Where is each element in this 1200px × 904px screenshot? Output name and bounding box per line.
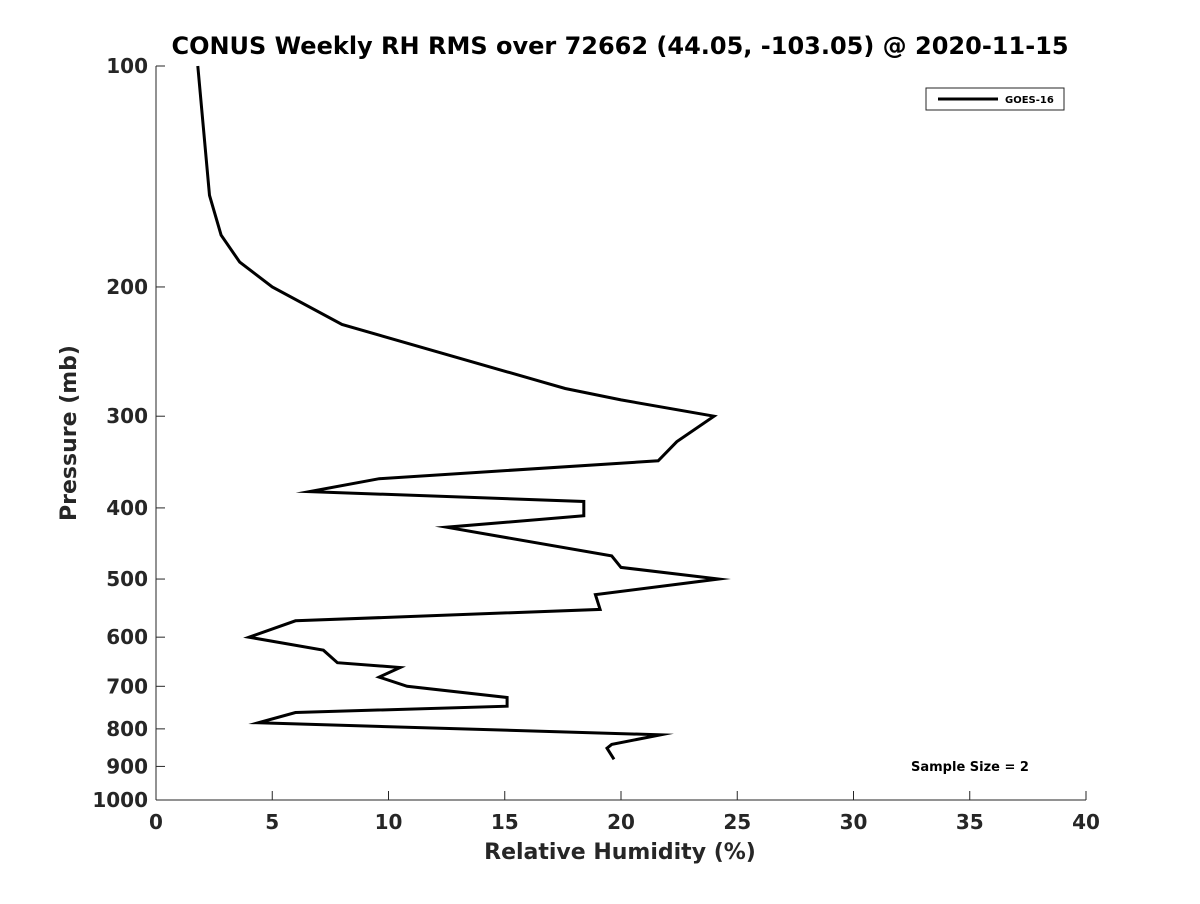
y-tick-label: 600	[106, 625, 148, 649]
x-tick-label: 40	[1072, 810, 1100, 834]
legend: GOES-16	[925, 87, 1065, 111]
x-tick-label: 15	[491, 810, 519, 834]
x-tick-label: 0	[149, 810, 163, 834]
sample-size-annotation: Sample Size = 2	[911, 760, 1029, 775]
y-tick-label: 500	[106, 567, 148, 591]
y-tick-label: 200	[106, 275, 148, 299]
x-axis-label: Relative Humidity (%)	[484, 840, 756, 865]
x-tick-label: 20	[607, 810, 635, 834]
x-tick-label: 30	[840, 810, 868, 834]
y-tick-label: 800	[106, 717, 148, 741]
y-tick-label: 300	[106, 404, 148, 428]
y-tick-label: 1000	[92, 788, 148, 812]
y-tick-label: 900	[106, 754, 148, 778]
y-tick-label: 700	[106, 674, 148, 698]
legend-label-goes-16: GOES-16	[1005, 95, 1054, 106]
y-tick-label: 100	[106, 54, 148, 78]
y-axis-label: Pressure (mb)	[57, 345, 82, 521]
x-tick-label: 25	[723, 810, 751, 834]
x-tick-label: 10	[375, 810, 403, 834]
y-axis-ticks: 100 200 300 400 500 600 700 800 900 1000	[92, 54, 165, 812]
x-tick-label: 35	[956, 810, 984, 834]
x-axis-ticks: 0 5 10 15 20 25 30 35 40	[149, 791, 1100, 834]
chart-title: CONUS Weekly RH RMS over 72662 (44.05, -…	[171, 32, 1068, 60]
y-tick-label: 400	[106, 496, 148, 520]
x-tick-label: 5	[265, 810, 279, 834]
series-line-goes-16	[196, 65, 731, 761]
series-layer	[196, 65, 731, 761]
